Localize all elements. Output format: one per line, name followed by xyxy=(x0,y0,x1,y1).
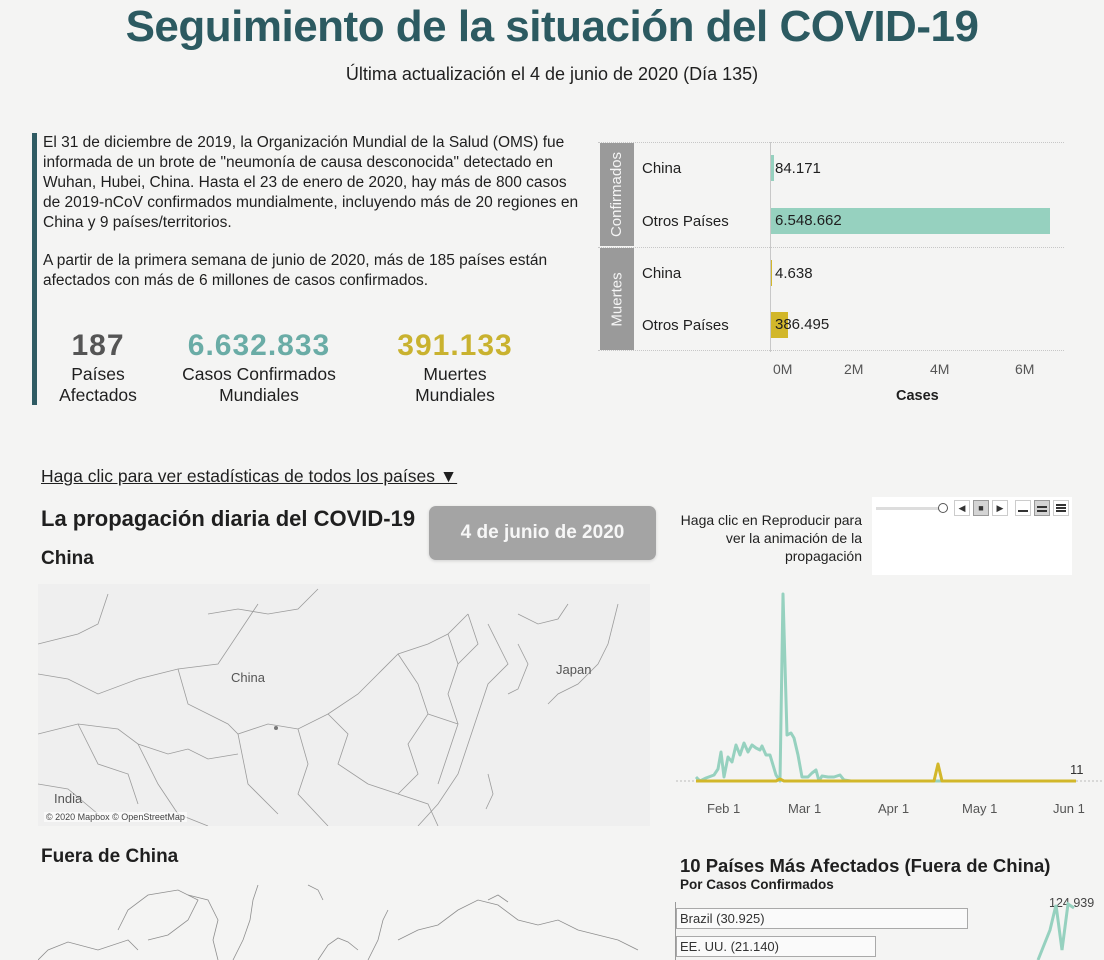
stop-button[interactable]: ■ xyxy=(973,500,989,516)
group-label-confirmados: Confirmados xyxy=(600,143,634,246)
group-label-text: Muertes xyxy=(608,271,626,327)
gridline xyxy=(598,350,1064,351)
top10-row-usa[interactable]: EE. UU. (21.140) xyxy=(676,936,876,957)
map-label-china: China xyxy=(231,670,265,685)
map-credit[interactable]: © 2020 Mapbox © OpenStreetMap xyxy=(44,812,187,822)
x-tick: Jun 1 xyxy=(1053,801,1085,816)
kpi-confirmed: 6.632.833 Casos Confirmados Mundiales xyxy=(170,328,348,406)
china-heading: China xyxy=(41,548,94,569)
value-confirmed-others: 6.548.662 xyxy=(775,212,842,229)
group-label-text: Confirmados xyxy=(608,151,626,238)
zero-axis xyxy=(770,142,771,352)
value-confirmed-china: 84.171 xyxy=(775,160,821,177)
bar-deaths-others[interactable] xyxy=(771,312,788,338)
map-label-india: India xyxy=(54,791,83,806)
x-tick: 0M xyxy=(773,361,793,377)
date-slider-knob[interactable] xyxy=(938,503,948,513)
top10-peak-label: 124.939 xyxy=(1049,896,1095,910)
x-tick: May 1 xyxy=(962,801,998,816)
kpi-deaths-label-1: Muertes xyxy=(423,364,487,384)
top10-axis xyxy=(675,902,676,960)
kpi-countries: 187 Países Afectados xyxy=(48,328,148,406)
group-label-muertes: Muertes xyxy=(600,248,634,350)
animation-controls: ◀ ■ ▶ xyxy=(872,497,1072,575)
outside-china-heading: Fuera de China xyxy=(41,846,179,867)
kpi-confirmed-label-2: Mundiales xyxy=(219,385,299,405)
speed-normal-button[interactable] xyxy=(1034,500,1050,516)
x-tick: 6M xyxy=(1015,361,1035,377)
row-label-deaths-china: China xyxy=(642,265,682,282)
speed-fast-button[interactable] xyxy=(1053,500,1069,516)
gridline xyxy=(598,142,1064,143)
top10-row-brazil[interactable]: Brazil (30.925) xyxy=(676,908,968,929)
all-countries-link[interactable]: Haga clic para ver estadísticas de todos… xyxy=(41,466,458,486)
kpi-countries-value: 187 xyxy=(71,329,125,362)
speed-fast-icon xyxy=(1056,504,1066,512)
kpi-deaths-value: 391.133 xyxy=(397,329,513,362)
top10-subtitle: Por Casos Confirmados xyxy=(680,877,834,892)
world-map[interactable] xyxy=(38,880,650,960)
gridline xyxy=(598,247,1064,248)
china-map[interactable]: China Japan India © 2020 Mapbox © OpenSt… xyxy=(38,584,650,826)
speed-slow-icon xyxy=(1018,510,1028,512)
stop-icon: ■ xyxy=(978,503,984,513)
row-label-confirmed-china: China xyxy=(642,160,682,177)
speed-slow-button[interactable] xyxy=(1015,500,1031,516)
step-back-button[interactable]: ◀ xyxy=(954,500,970,516)
world-map-outline xyxy=(38,884,639,960)
kpi-confirmed-value: 6.632.833 xyxy=(187,329,331,362)
map-label-japan: Japan xyxy=(556,662,592,677)
spread-section-title: La propagación diaria del COVID-19 xyxy=(41,506,416,531)
last-updated: Última actualización el 4 de junio de 20… xyxy=(345,64,759,84)
x-tick: Feb 1 xyxy=(707,801,741,816)
daily-cases-line-chart: 11 Feb 1 Mar 1 Apr 1 May 1 Jun 1 xyxy=(676,585,1104,825)
page-title: Seguimiento de la situación del COVID-19 xyxy=(125,2,979,51)
bar-deaths-china[interactable] xyxy=(771,260,772,286)
value-deaths-china: 4.638 xyxy=(775,265,813,282)
kpi-confirmed-label-1: Casos Confirmados xyxy=(182,364,336,384)
x-tick: Apr 1 xyxy=(878,801,910,816)
bar-confirmed-others[interactable] xyxy=(771,208,1050,234)
step-forward-icon: ▶ xyxy=(996,502,1004,513)
line-end-label: 11 xyxy=(1070,762,1084,777)
value-deaths-others: 386.495 xyxy=(775,316,830,333)
speed-normal-icon xyxy=(1037,506,1047,512)
row-label-deaths-others: Otros Países xyxy=(642,317,729,334)
kpi-deaths-label-2: Mundiales xyxy=(415,385,495,405)
intro-paragraph-1: El 31 de diciembre de 2019, la Organizac… xyxy=(43,134,579,231)
x-tick: 2M xyxy=(844,361,864,377)
bar-confirmed-china[interactable] xyxy=(771,155,774,181)
row-label-confirmed-others: Otros Países xyxy=(642,213,729,230)
top10-title: 10 Países Más Afectados (Fuera de China) xyxy=(680,855,1051,876)
x-tick: 4M xyxy=(930,361,950,377)
accent-bar xyxy=(32,133,37,405)
kpi-countries-label-1: Países xyxy=(71,364,125,384)
step-forward-button[interactable]: ▶ xyxy=(992,500,1008,516)
intro-paragraph-2: A partir de la primera semana de junio d… xyxy=(43,252,548,289)
x-tick: Mar 1 xyxy=(788,801,822,816)
confirmed-deaths-bar-chart: Confirmados Muertes China 84.171 Otros P… xyxy=(598,140,1068,415)
step-back-icon: ◀ xyxy=(958,502,966,513)
play-hint: Haga clic en Reproducir para ver la anim… xyxy=(680,512,862,564)
intro-text: El 31 de diciembre de 2019, la Organizac… xyxy=(43,133,583,291)
kpi-countries-label-2: Afectados xyxy=(59,385,137,405)
daily-cases-lines xyxy=(676,592,1104,783)
top10-sparkline xyxy=(1036,901,1075,960)
china-map-outline xyxy=(38,588,619,826)
date-badge: 4 de junio de 2020 xyxy=(429,506,656,560)
x-axis-title: Cases xyxy=(896,388,939,404)
date-slider-track[interactable] xyxy=(876,507,942,510)
kpi-deaths: 391.133 Muertes Mundiales xyxy=(385,328,525,406)
